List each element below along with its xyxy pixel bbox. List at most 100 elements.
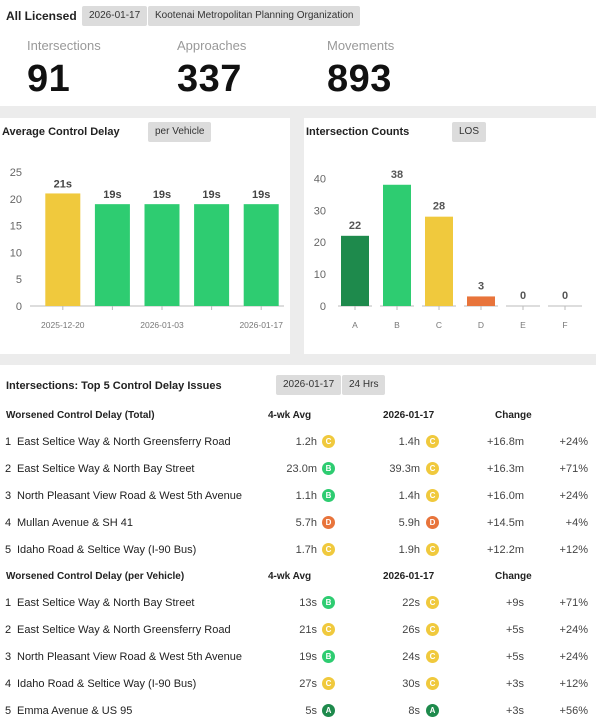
los-badge: C bbox=[322, 543, 335, 556]
bar-data-label: 19s bbox=[252, 189, 270, 201]
change-value: +16.8m bbox=[487, 436, 524, 448]
los-badge: B bbox=[322, 650, 335, 663]
change-value: +5s bbox=[505, 624, 524, 636]
chart-title: Average Control Delay bbox=[2, 126, 120, 138]
bar bbox=[425, 216, 453, 306]
intersection-name-link[interactable]: Idaho Road & Seltice Way (I-90 Bus) bbox=[17, 544, 197, 556]
column-header-date: 2026-01-17 bbox=[383, 571, 435, 582]
change-percent: +24% bbox=[559, 436, 588, 448]
date-chip[interactable]: 2026-01-17 bbox=[82, 6, 148, 26]
change-value: +16.0m bbox=[487, 490, 524, 502]
los-badge: C bbox=[426, 462, 439, 475]
intersection-name-link[interactable]: North Pleasant View Road & West 5th Aven… bbox=[17, 651, 243, 663]
bar bbox=[383, 184, 411, 306]
intersection-name-link[interactable]: East Seltice Way & North Bay Street bbox=[17, 597, 195, 609]
y-tick-label: 20 bbox=[10, 194, 22, 206]
intersection-name-link[interactable]: Idaho Road & Seltice Way (I-90 Bus) bbox=[17, 678, 197, 690]
row-rank: 3 bbox=[5, 490, 12, 502]
los-badge: C bbox=[426, 596, 439, 609]
intersection-counts-card: Intersection Counts LOS 0 10 20 30 40 22 A 38 B 2… bbox=[304, 118, 596, 354]
table-period-chip[interactable]: 24 Hrs bbox=[342, 375, 386, 395]
organization-chip[interactable]: Kootenai Metropolitan Planning Organizat… bbox=[148, 6, 361, 26]
row-rank: 5 bbox=[5, 705, 12, 717]
intersection-name-link[interactable]: East Seltice Way & North Greensferry Roa… bbox=[17, 436, 231, 448]
bar-data-label: 19s bbox=[202, 189, 220, 201]
change-value: +3s bbox=[505, 705, 524, 717]
bar-data-label: 38 bbox=[391, 169, 403, 181]
intersection-name-link[interactable]: East Seltice Way & North Bay Street bbox=[17, 463, 195, 475]
column-header-change: Change bbox=[495, 410, 532, 421]
kpi-intersections-value: 91 bbox=[27, 58, 71, 100]
four-week-avg-value: 13s bbox=[299, 597, 317, 609]
intersection-name-link[interactable]: Mullan Avenue & SH 41 bbox=[17, 517, 133, 529]
x-tick-label: 2026-01-17 bbox=[239, 320, 283, 330]
los-badge: C bbox=[322, 435, 335, 448]
row-rank: 4 bbox=[5, 678, 12, 690]
four-week-avg-value: 19s bbox=[299, 651, 317, 663]
los-badge: C bbox=[426, 677, 439, 690]
bar bbox=[94, 204, 130, 306]
x-tick-label: E bbox=[520, 320, 526, 330]
current-value: 1.4h bbox=[398, 436, 420, 448]
los-badge: C bbox=[322, 677, 335, 690]
bar bbox=[341, 235, 369, 306]
change-percent: +56% bbox=[559, 705, 588, 717]
change-value: +12.2m bbox=[487, 544, 524, 556]
bar-data-label: 19s bbox=[103, 189, 121, 201]
intersection-name-link[interactable]: East Seltice Way & North Greensferry Roa… bbox=[17, 624, 231, 636]
x-tick-label: F bbox=[562, 320, 567, 330]
x-tick-label: D bbox=[478, 320, 484, 330]
table-title: Intersections: Top 5 Control Delay Issue… bbox=[6, 380, 222, 392]
bar-data-label: 3 bbox=[478, 280, 484, 292]
current-value: 24s bbox=[402, 651, 420, 663]
four-week-avg-value: 5.7h bbox=[295, 517, 317, 529]
bar bbox=[45, 193, 81, 306]
row-rank: 1 bbox=[5, 436, 12, 448]
column-header-4wk-avg: 4-wk Avg bbox=[268, 571, 312, 582]
intersection-name-link[interactable]: North Pleasant View Road & West 5th Aven… bbox=[17, 490, 243, 502]
row-rank: 1 bbox=[5, 597, 12, 609]
column-header-date: 2026-01-17 bbox=[383, 410, 435, 421]
y-tick-label: 0 bbox=[16, 301, 22, 313]
kpi-movements-label: Movements bbox=[327, 38, 395, 53]
current-value: 39.3m bbox=[389, 463, 420, 475]
x-tick-label: B bbox=[394, 320, 400, 330]
bar-data-label: 19s bbox=[153, 189, 171, 201]
x-tick-label: A bbox=[352, 320, 358, 330]
change-percent: +24% bbox=[559, 651, 588, 663]
row-rank: 2 bbox=[5, 624, 12, 636]
los-filter-chip[interactable]: LOS bbox=[452, 122, 487, 142]
los-badge: D bbox=[322, 516, 335, 529]
four-week-avg-value: 27s bbox=[299, 678, 317, 690]
kpi-approaches-value: 337 bbox=[177, 58, 242, 100]
change-value: +3s bbox=[505, 678, 524, 690]
los-badge: C bbox=[426, 489, 439, 502]
y-tick-label: 5 bbox=[16, 274, 22, 286]
bar-data-label: 0 bbox=[562, 290, 568, 302]
per-vehicle-filter-chip[interactable]: per Vehicle bbox=[148, 122, 212, 142]
los-badge: B bbox=[322, 489, 335, 502]
bar bbox=[144, 204, 180, 306]
kpi-movements-value: 893 bbox=[327, 58, 392, 100]
y-tick-label: 10 bbox=[314, 269, 326, 281]
intersection-name-link[interactable]: Emma Avenue & US 95 bbox=[17, 705, 133, 717]
section-heading: Worsened Control Delay (Total) bbox=[6, 410, 155, 421]
los-badge: A bbox=[426, 704, 439, 717]
bar bbox=[194, 204, 230, 306]
change-percent: +12% bbox=[559, 544, 588, 556]
y-tick-label: 15 bbox=[10, 221, 22, 233]
row-rank: 3 bbox=[5, 651, 12, 663]
current-value: 26s bbox=[402, 624, 420, 636]
average-control-delay-card: Average Control Delay per Vehicle 0 5 10 15… bbox=[0, 118, 290, 354]
four-week-avg-value: 1.7h bbox=[295, 544, 317, 556]
y-tick-label: 20 bbox=[314, 237, 326, 249]
x-tick-label: 2026-01-03 bbox=[140, 320, 184, 330]
y-tick-label: 40 bbox=[314, 173, 326, 185]
los-badge: C bbox=[426, 435, 439, 448]
los-badge: C bbox=[322, 623, 335, 636]
bar bbox=[243, 204, 279, 306]
summary-card: All Licensed 2026-01-17 Kootenai Metropo… bbox=[0, 0, 596, 106]
top-delay-issues-card: Intersections: Top 5 Control Delay Issue… bbox=[0, 365, 596, 727]
table-date-chip[interactable]: 2026-01-17 bbox=[276, 375, 342, 395]
los-badge: C bbox=[426, 543, 439, 556]
